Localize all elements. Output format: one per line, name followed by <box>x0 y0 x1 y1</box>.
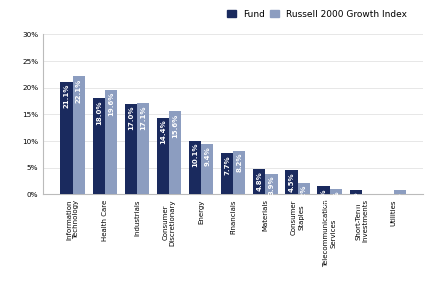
Text: 4.5%: 4.5% <box>289 172 295 192</box>
Text: 0.8%: 0.8% <box>397 192 403 212</box>
Text: 17.0%: 17.0% <box>128 106 134 130</box>
Text: 18.0%: 18.0% <box>96 100 102 125</box>
Text: 4.8%: 4.8% <box>256 171 262 191</box>
Bar <box>265 174 278 194</box>
Text: 7.7%: 7.7% <box>224 156 230 175</box>
Text: 19.6%: 19.6% <box>108 92 114 116</box>
Bar <box>105 90 117 194</box>
Bar <box>189 140 201 194</box>
Text: 2.2%: 2.2% <box>301 185 307 204</box>
Text: 3.9%: 3.9% <box>269 176 274 195</box>
Text: 8.2%: 8.2% <box>236 153 242 172</box>
Text: 17.1%: 17.1% <box>140 105 146 130</box>
Bar <box>60 82 73 194</box>
Bar <box>125 104 137 194</box>
Bar <box>233 151 245 194</box>
Legend: Fund, Russell 2000 Growth Index: Fund, Russell 2000 Growth Index <box>226 10 407 19</box>
Text: 9.4%: 9.4% <box>204 146 210 166</box>
Bar <box>318 186 330 194</box>
Text: 0.9%: 0.9% <box>353 192 359 211</box>
Bar <box>349 190 362 194</box>
Bar <box>137 103 149 194</box>
Bar <box>73 76 85 194</box>
Bar <box>330 188 342 194</box>
Text: 1.1%: 1.1% <box>333 191 339 210</box>
Text: 15.6%: 15.6% <box>172 113 178 138</box>
Text: 21.1%: 21.1% <box>64 84 70 108</box>
Bar <box>298 183 310 194</box>
Bar <box>253 169 265 194</box>
Bar <box>285 170 298 194</box>
Bar <box>169 111 181 194</box>
Text: 14.4%: 14.4% <box>160 120 166 144</box>
Bar <box>92 98 105 194</box>
Bar <box>201 144 213 194</box>
Text: 10.1%: 10.1% <box>192 143 198 167</box>
Bar <box>394 190 406 194</box>
Bar <box>221 153 233 194</box>
Bar <box>157 118 169 194</box>
Text: 22.1%: 22.1% <box>76 79 82 103</box>
Text: 1.5%: 1.5% <box>321 188 327 208</box>
